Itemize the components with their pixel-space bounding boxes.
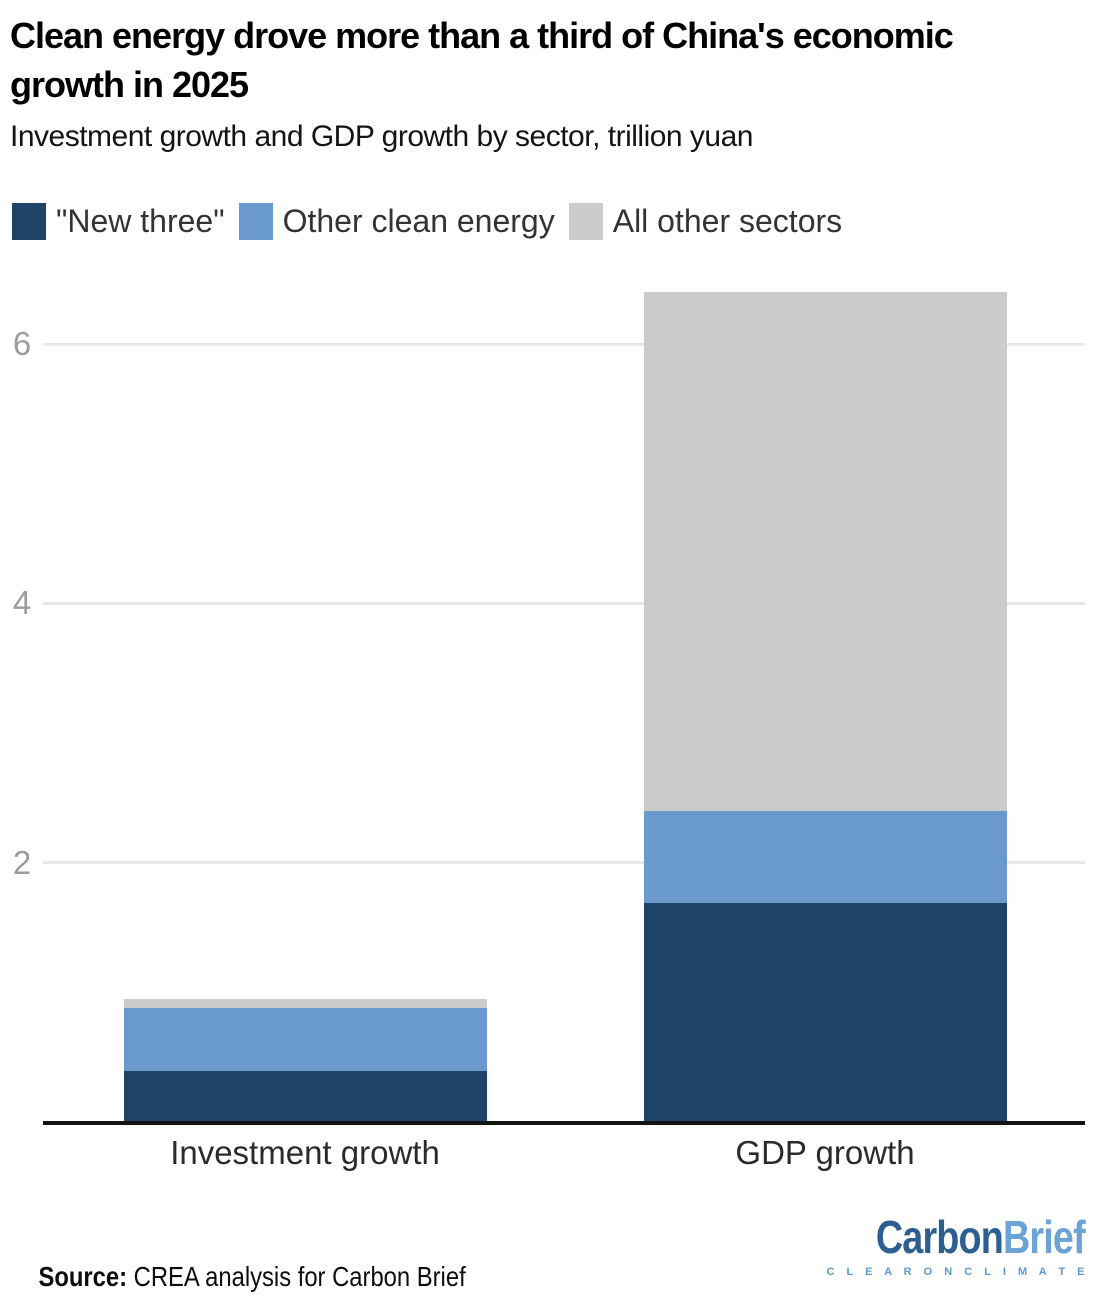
- carbonbrief-wordmark: CarbonBrief: [876, 1211, 1086, 1263]
- bar-segment-investment-growth-other-clean-energy: [124, 1007, 487, 1072]
- legend-swatch-other-clean-energy: [238, 203, 273, 240]
- legend-label: "New three": [56, 203, 225, 239]
- bar-segment-gdp-growth-new-three: [643, 902, 1007, 1122]
- category-label-gdp-growth: GDP growth: [735, 1134, 915, 1171]
- logo-carbon-text: Carbon: [876, 1211, 1004, 1263]
- y-tick-label-6: 6: [12, 325, 32, 362]
- chart-subtitle: Investment growth and GDP growth by sect…: [10, 120, 754, 153]
- legend-swatch-new-three: [12, 203, 46, 240]
- legend-item-other-clean-energy: Other clean energy: [238, 203, 555, 240]
- legend: "New three" Other clean energy All other…: [12, 203, 856, 240]
- bar-segment-investment-growth-new-three: [124, 1071, 487, 1122]
- gridline-6: [43, 342, 1085, 346]
- gridline-4: [43, 601, 1085, 605]
- carbonbrief-logo: CarbonBrief C L E A R O N C L I M A T E: [827, 1211, 1086, 1278]
- logo-brief-text: Brief: [1003, 1211, 1086, 1263]
- legend-swatch-all-other-sectors: [568, 203, 603, 240]
- gridline-2: [43, 861, 1085, 865]
- bar-segment-gdp-growth-other-clean-energy: [643, 810, 1007, 903]
- source-note: Source: CREA analysis for Carbon Brief: [12, 1229, 466, 1300]
- legend-label: Other clean energy: [282, 203, 555, 239]
- bar-investment-growth: [124, 998, 487, 1122]
- bar-segment-gdp-growth-all-other-sectors: [643, 292, 1007, 811]
- bar-segment-investment-growth-all-other-sectors: [124, 998, 487, 1008]
- category-label-investment-growth: Investment growth: [170, 1134, 440, 1171]
- x-axis-line: [43, 1121, 1085, 1125]
- legend-label: All other sectors: [612, 203, 843, 239]
- y-tick-label-4: 4: [12, 584, 32, 622]
- source-text: CREA analysis for Carbon Brief: [127, 1261, 466, 1292]
- chart-title: Clean energy drove more than a third of …: [10, 15, 954, 105]
- logo-tagline: C L E A R O N C L I M A T E: [826, 1266, 1089, 1278]
- legend-item-new-three: "New three": [12, 203, 225, 240]
- y-tick-label-2: 2: [12, 843, 32, 881]
- source-label: Source:: [38, 1261, 128, 1292]
- bar-gdp-growth: [643, 292, 1007, 1122]
- legend-item-all-other-sectors: All other sectors: [568, 203, 843, 240]
